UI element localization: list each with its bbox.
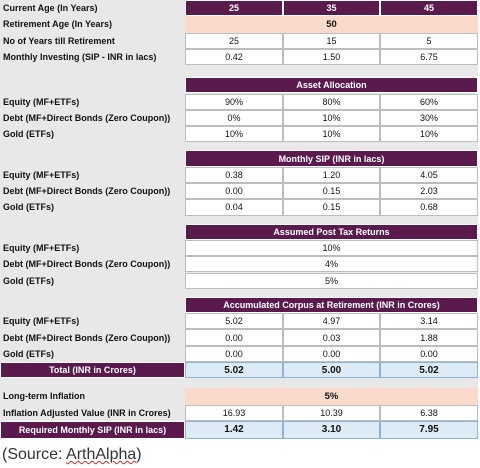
- row-label: Monthly Investing (SIP - INR in lacs): [3, 52, 157, 63]
- row-label: Equity (MF+ETFs): [3, 316, 80, 327]
- value-cell: 10%: [185, 126, 283, 143]
- value-cell: 0.38: [185, 166, 283, 183]
- value-cell: 0.00: [283, 345, 380, 362]
- section-title: Asset Allocation: [185, 77, 478, 94]
- total-label: Total (INR in Crores): [0, 362, 185, 379]
- value-cell: 5: [380, 32, 478, 49]
- row-label: Debt (MF+Direct Bonds (Zero Coupon)): [3, 332, 171, 343]
- age-cell: 45: [380, 0, 478, 17]
- value-cell: 2.03: [380, 183, 478, 200]
- value-cell: 1.20: [283, 166, 380, 183]
- value-cell: 0.00: [185, 345, 283, 362]
- section-title: Assumed Post Tax Returns: [185, 223, 478, 240]
- row-label: Inflation Adjusted Value (INR in Crores): [3, 407, 171, 418]
- row-label: Gold (ETFs): [3, 348, 54, 359]
- row-label: Gold (ETFs): [3, 129, 54, 140]
- source-close: ): [136, 446, 142, 463]
- value-cell: 6.38: [380, 404, 478, 421]
- age-cell: 25: [185, 0, 283, 17]
- value-cell: 4.97: [283, 313, 380, 330]
- value-cell: 0.15: [283, 199, 380, 216]
- merged-value: 4%: [185, 256, 478, 273]
- row-label: Debt (MF+Direct Bonds (Zero Coupon)): [3, 259, 171, 270]
- value-cell: 3.14: [380, 313, 478, 330]
- value-cell: 25: [185, 32, 283, 49]
- value-cell: 0.15: [283, 183, 380, 200]
- source-open: (Source:: [2, 446, 67, 463]
- value-cell: 0.68: [380, 199, 478, 216]
- value-cell: 1.88: [380, 329, 478, 346]
- value-cell: 5.02: [185, 313, 283, 330]
- source-note: (Source: ArthAlpha): [2, 446, 142, 464]
- value-cell: 0.04: [185, 199, 283, 216]
- merged-value: 5%: [185, 388, 478, 405]
- row-label: Current Age (In Years): [3, 3, 98, 14]
- value-cell: 0.00: [185, 183, 283, 200]
- value-cell: 0.42: [185, 48, 283, 66]
- source-name: ArthAlpha: [66, 446, 137, 463]
- row-label: No of Years till Retirement: [3, 35, 115, 46]
- section-title: Monthly SIP (INR in lacs): [185, 150, 478, 167]
- row-label: Retirement Age (In Years): [3, 19, 113, 30]
- row-label: Equity (MF+ETFs): [3, 169, 80, 180]
- row-label: Equity (MF+ETFs): [3, 96, 80, 107]
- value-cell: 6.75: [380, 48, 478, 66]
- row-label: Debt (MF+Direct Bonds (Zero Coupon)): [3, 186, 171, 197]
- merged-value: 5%: [185, 272, 478, 289]
- value-cell: 60%: [380, 93, 478, 110]
- value-cell: 4.05: [380, 166, 478, 183]
- value-cell: 30%: [380, 109, 478, 127]
- total-value: 3.10: [283, 420, 380, 439]
- row-label: Debt (MF+Direct Bonds (Zero Coupon)): [3, 112, 171, 123]
- value-cell: 0.00: [380, 345, 478, 362]
- value-cell: 10%: [283, 126, 380, 143]
- total-value: 7.95: [380, 420, 478, 439]
- value-cell: 0.03: [283, 329, 380, 346]
- total-label: Required Monthly SIP (INR in lacs): [0, 420, 185, 439]
- value-cell: 16.93: [185, 404, 283, 421]
- row-label: Equity (MF+ETFs): [3, 243, 80, 254]
- value-cell: 10%: [283, 109, 380, 127]
- value-cell: 0%: [185, 109, 283, 127]
- value-cell: 10%: [380, 126, 478, 143]
- value-cell: 10.39: [283, 404, 380, 421]
- row-label: Gold (ETFs): [3, 275, 54, 286]
- total-value: 1.42: [185, 420, 283, 439]
- value-cell: 0.00: [185, 329, 283, 346]
- value-cell: 1.50: [283, 48, 380, 66]
- value-cell: 15: [283, 32, 380, 49]
- row-label: Long-term Inflation: [3, 391, 85, 402]
- value-cell: 90%: [185, 93, 283, 110]
- row-label: Gold (ETFs): [3, 202, 54, 213]
- total-value: 5.02: [380, 362, 478, 379]
- total-value: 5.00: [283, 362, 380, 379]
- merged-value: 50: [185, 16, 478, 33]
- age-cell: 35: [283, 0, 380, 17]
- section-title: Accumulated Corpus at Retirement (INR in…: [185, 296, 478, 314]
- value-cell: 80%: [283, 93, 380, 110]
- total-value: 5.02: [185, 362, 283, 379]
- merged-value: 10%: [185, 239, 478, 257]
